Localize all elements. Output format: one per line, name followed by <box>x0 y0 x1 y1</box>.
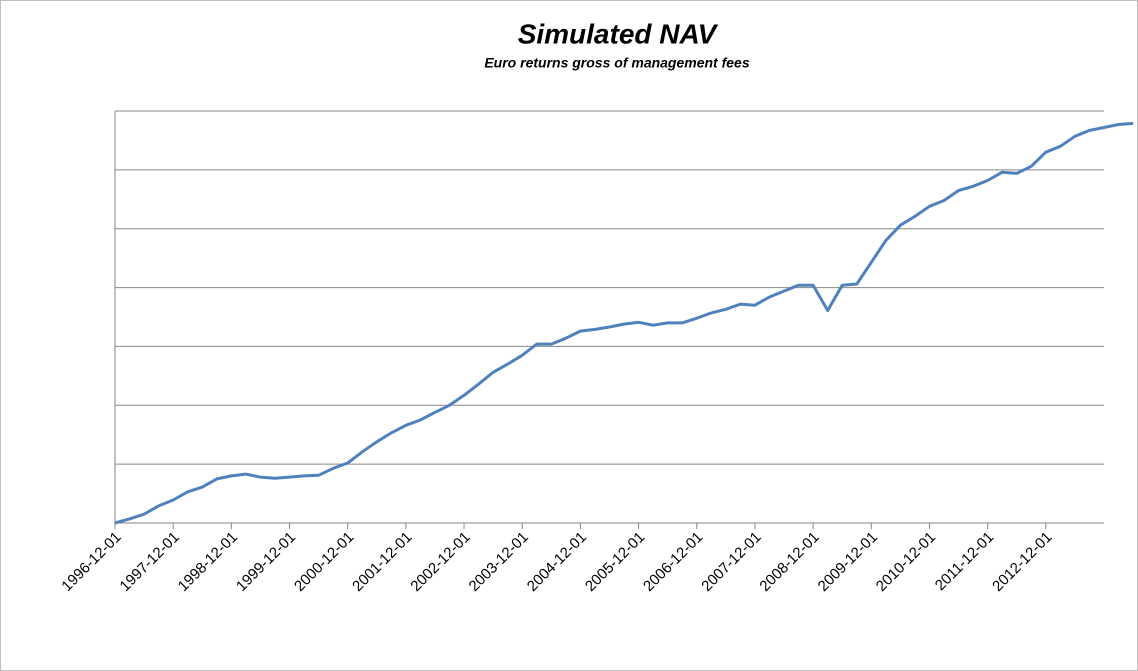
chart-title: Simulated NAV <box>518 18 719 49</box>
chart-subtitle: Euro returns gross of management fees <box>484 55 750 71</box>
line-series <box>114 121 1134 525</box>
